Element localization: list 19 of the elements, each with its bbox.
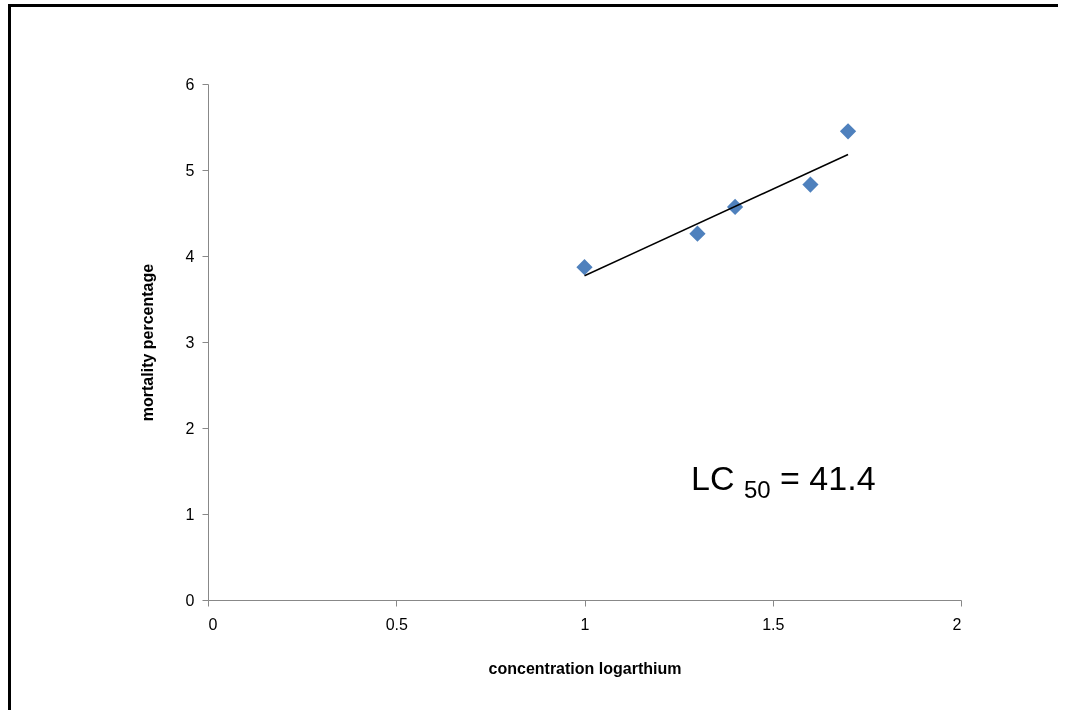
y-tick-label: 3 bbox=[185, 333, 195, 351]
x-tick-label: 0 bbox=[208, 615, 218, 633]
point bbox=[576, 259, 593, 275]
y-axis-title: mortality percentage bbox=[138, 263, 156, 422]
y-tick-label: 4 bbox=[185, 247, 195, 265]
annotation: LC $_{50}$ = 41.4 bbox=[691, 459, 876, 504]
y-tick-label: 1 bbox=[185, 505, 195, 523]
point bbox=[689, 225, 706, 242]
x-tick-label: 1.5 bbox=[762, 615, 785, 633]
x-tick-label: 0.5 bbox=[385, 615, 408, 633]
point bbox=[802, 176, 819, 193]
x-tick-label: 2 bbox=[952, 615, 962, 633]
x-tick-label: 1 bbox=[580, 615, 590, 633]
point bbox=[840, 123, 856, 140]
x-axis-title: concentration logarthium bbox=[488, 659, 682, 677]
y-tick-label: 5 bbox=[185, 161, 195, 179]
y-tick-label: 0 bbox=[185, 591, 195, 609]
y-tick-label: 6 bbox=[185, 75, 195, 93]
y-tick-label: 2 bbox=[185, 419, 195, 437]
